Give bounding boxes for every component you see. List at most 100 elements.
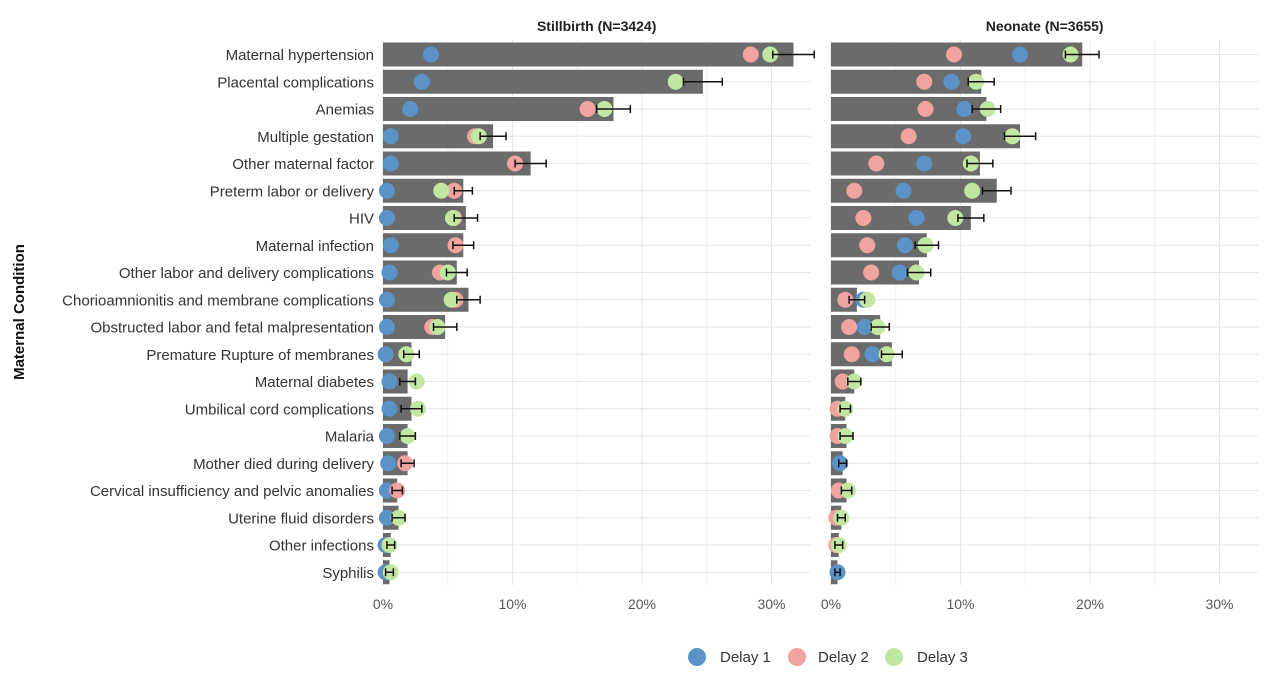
bar-placental-complications — [383, 69, 703, 94]
category-label-malaria: Malaria — [325, 429, 375, 446]
x-tick-2-10: 10% — [946, 596, 974, 612]
delay2-point-anemias — [917, 101, 934, 117]
delay1-point-preterm-labor-or-delivery — [378, 182, 395, 199]
delay1-point-umbilical-cord-complications — [381, 400, 398, 417]
bar-other-maternal-factor — [831, 151, 980, 176]
category-label-other-maternal-factor: Other maternal factor — [232, 156, 374, 173]
delay2-point-hiv — [855, 210, 872, 226]
bars — [377, 42, 1100, 585]
panel-titles: Stillbirth (N=3424) Neonate (N=3655) — [537, 18, 1104, 34]
delay1-point-other-maternal-factor — [382, 155, 399, 172]
delay2-point-other-maternal-factor — [868, 155, 885, 172]
bar-other-maternal-factor — [383, 151, 531, 176]
delay3-point-multiple-gestation — [470, 128, 487, 145]
delay1-point-maternal-diabetes — [381, 373, 398, 390]
delay1-point-placental-complications — [943, 73, 960, 90]
x-tick-2-20: 20% — [1076, 596, 1104, 612]
bar-maternal-hypertension — [383, 42, 794, 67]
delay1-point-hiv — [908, 210, 925, 226]
delay3-point-hiv — [444, 210, 461, 226]
delay1-point-premature-rupture-of-membranes — [377, 346, 394, 363]
delay1-point-uterine-fluid-disorders — [378, 509, 395, 526]
x-tick-1-0: 0% — [373, 596, 393, 612]
category-label-hiv: HIV — [349, 211, 374, 228]
delay3-point-chorioamnionitis-and-membrane-complications — [859, 291, 876, 308]
delay2-point-obstructed-labor-and-fetal-malpresentation — [841, 319, 858, 335]
delay2-point-other-labor-and-delivery-complications — [863, 264, 880, 281]
delay3-point-chorioamnionitis-and-membrane-complications — [443, 291, 460, 308]
delay3-point-hiv — [947, 210, 964, 226]
category-label-maternal-diabetes: Maternal diabetes — [255, 374, 374, 391]
category-label-maternal-infection: Maternal infection — [256, 238, 374, 255]
delay2-point-maternal-hypertension — [742, 46, 759, 63]
delay1-point-preterm-labor-or-delivery — [895, 182, 912, 199]
category-label-chorioamnionitis-and-membrane-complications: Chorioamnionitis and membrane complicati… — [62, 292, 374, 309]
delay1-point-mother-died-during-delivery — [380, 455, 397, 472]
delay1-point-other-maternal-factor — [916, 155, 933, 172]
panel-1-marks — [377, 42, 815, 585]
delay2-point-maternal-infection — [859, 237, 876, 254]
delay1-point-chorioamnionitis-and-membrane-complications — [378, 291, 395, 308]
delay1-point-maternal-hypertension — [422, 46, 439, 63]
legend-marker-delay-1 — [688, 648, 706, 666]
delay2-point-anemias — [579, 101, 596, 117]
legend: Delay 1 Delay 2 Delay 3 — [688, 648, 968, 666]
category-label-maternal-hypertension: Maternal hypertension — [226, 47, 374, 64]
delay1-point-maternal-infection — [896, 237, 913, 254]
category-label-other-labor-and-delivery-complications: Other labor and delivery complications — [119, 265, 374, 282]
category-label-preterm-labor-or-delivery: Preterm labor or delivery — [210, 183, 375, 200]
category-label-premature-rupture-of-membranes: Premature Rupture of membranes — [146, 347, 374, 364]
delay3-point-maternal-diabetes — [408, 373, 425, 390]
category-label-cervical-insufficiency-and-pelvic-anomalies: Cervical insufficiency and pelvic anomal… — [90, 483, 374, 500]
gridlines — [382, 40, 1259, 585]
x-tick-labels: 0% 10% 20% 30% 0% 10% 20% 30% — [373, 596, 1234, 612]
category-label-other-infections: Other infections — [269, 538, 374, 555]
delay1-point-obstructed-labor-and-fetal-malpresentation — [856, 319, 873, 335]
delay2-point-preterm-labor-or-delivery — [846, 182, 863, 199]
delay3-point-maternal-hypertension — [762, 46, 779, 63]
x-tick-2-0: 0% — [821, 596, 841, 612]
delay1-point-placental-complications — [413, 73, 430, 90]
category-label-obstructed-labor-and-fetal-malpresentation: Obstructed labor and fetal malpresentati… — [91, 320, 375, 337]
category-label-umbilical-cord-complications: Umbilical cord complications — [185, 401, 374, 418]
delay1-point-obstructed-labor-and-fetal-malpresentation — [378, 319, 395, 335]
delay1-point-other-labor-and-delivery-complications — [381, 264, 398, 281]
delay1-point-anemias — [402, 101, 419, 117]
legend-label-delay-1: Delay 1 — [720, 649, 771, 666]
y-axis-title: Maternal Condition — [11, 244, 28, 380]
category-label-uterine-fluid-disorders: Uterine fluid disorders — [228, 510, 374, 527]
delay1-point-maternal-infection — [382, 237, 399, 254]
delay2-point-multiple-gestation — [900, 128, 917, 145]
delay1-point-hiv — [378, 210, 395, 226]
delay1-point-other-labor-and-delivery-complications — [891, 264, 908, 281]
panel-title-1: Stillbirth (N=3424) — [537, 18, 656, 34]
delay2-point-placental-complications — [916, 73, 933, 90]
delay1-point-multiple-gestation — [382, 128, 399, 145]
delay1-point-anemias — [956, 101, 973, 117]
delay2-point-maternal-hypertension — [946, 46, 963, 63]
legend-marker-delay-2 — [788, 648, 806, 666]
delay1-point-premature-rupture-of-membranes — [864, 346, 881, 363]
category-label-multiple-gestation: Multiple gestation — [257, 129, 374, 146]
delay1-point-multiple-gestation — [955, 128, 972, 145]
panel-2-marks — [828, 42, 1100, 585]
category-label-placental-complications: Placental complications — [217, 74, 374, 91]
panel-title-2: Neonate (N=3655) — [986, 18, 1104, 34]
category-label-mother-died-during-delivery: Mother died during delivery — [193, 456, 374, 473]
legend-label-delay-2: Delay 2 — [818, 649, 869, 666]
delay2-point-premature-rupture-of-membranes — [843, 346, 860, 363]
category-labels: Maternal hypertension Placental complicat… — [62, 47, 374, 582]
delay1-point-maternal-hypertension — [1012, 46, 1029, 63]
delay3-point-placental-complications — [667, 73, 684, 90]
delay3-point-preterm-labor-or-delivery — [433, 182, 450, 199]
x-tick-2-30: 30% — [1205, 596, 1233, 612]
delay3-point-preterm-labor-or-delivery — [964, 182, 981, 199]
legend-marker-delay-3 — [885, 648, 903, 666]
x-tick-1-30: 30% — [757, 596, 785, 612]
delay2-point-maternal-diabetes — [834, 373, 851, 390]
legend-label-delay-3: Delay 3 — [917, 649, 968, 666]
bar-multiple-gestation — [831, 124, 1021, 149]
x-tick-1-20: 20% — [628, 596, 656, 612]
category-label-anemias: Anemias — [316, 102, 374, 119]
